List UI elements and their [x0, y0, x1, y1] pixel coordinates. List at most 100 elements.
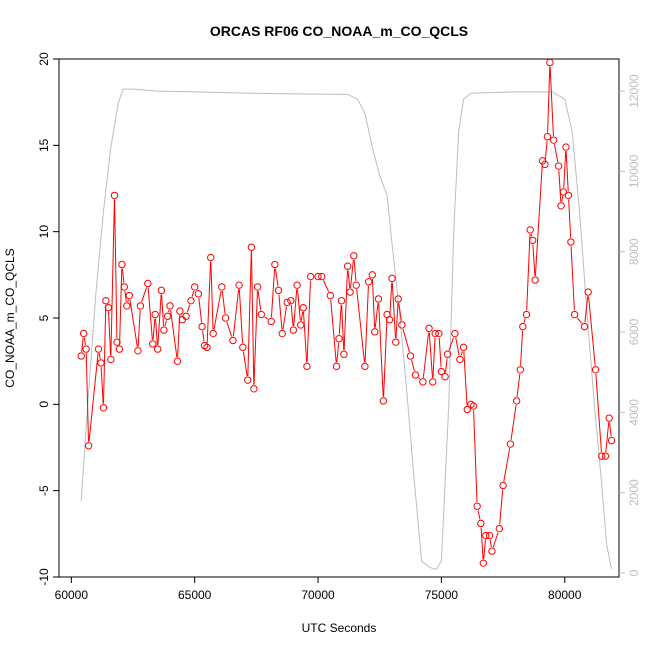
co-point-38 — [209, 329, 217, 338]
co-point-10 — [110, 191, 119, 200]
co-point-74 — [368, 271, 377, 279]
co-segment-70 — [353, 259, 357, 282]
co-point-119 — [546, 58, 554, 67]
co-segment-9 — [110, 199, 115, 356]
co-point-19 — [144, 279, 152, 288]
co-segment-6 — [103, 304, 107, 404]
co-segment-129 — [588, 296, 596, 366]
co-segment-27 — [177, 315, 181, 357]
co-point-15 — [123, 302, 131, 310]
co-point-60 — [306, 272, 315, 281]
co-segment-20 — [152, 318, 156, 340]
co-point-122 — [557, 202, 565, 210]
y2-tick-label-3: 6000 — [627, 318, 641, 345]
co-point-63 — [326, 291, 335, 300]
co-point-16 — [125, 291, 134, 300]
co-point-120 — [549, 136, 558, 144]
co-segment-54 — [290, 304, 294, 326]
co-segment-93 — [448, 337, 455, 351]
co-point-77 — [379, 397, 388, 405]
co-segment-21 — [155, 318, 158, 345]
co-segment-79 — [389, 282, 393, 316]
co-point-118 — [543, 133, 552, 141]
co-point-131 — [598, 452, 606, 460]
co-segment-40 — [226, 321, 233, 337]
co-segment-10 — [114, 199, 118, 338]
co-segment-18 — [141, 287, 147, 303]
co-point-70 — [350, 252, 358, 260]
co-segment-76 — [378, 303, 384, 397]
co-point-113 — [526, 226, 534, 234]
co-point-52 — [278, 329, 286, 338]
co-point-66 — [337, 297, 346, 305]
co-point-99 — [469, 402, 478, 410]
co-segment-26 — [170, 310, 178, 358]
co-segment-110 — [520, 330, 524, 366]
co-segment-2 — [85, 353, 89, 442]
co-segment-1 — [83, 337, 86, 346]
co-point-100 — [473, 502, 481, 510]
co-point-59 — [303, 362, 311, 371]
plot-frame — [58, 58, 620, 578]
co-point-61 — [314, 272, 322, 281]
co-point-111 — [519, 322, 527, 331]
x-tick-label-3: 75000 — [425, 588, 459, 602]
co-segment-65 — [338, 304, 342, 335]
co-point-22 — [153, 345, 162, 353]
co-segment-55 — [293, 289, 298, 326]
co-segment-88 — [432, 337, 436, 378]
co-segment-112 — [526, 234, 531, 311]
co-point-134 — [607, 436, 616, 445]
co-point-65 — [335, 335, 343, 343]
x-axis-label: UTC Seconds — [302, 621, 377, 635]
co-segment-96 — [463, 351, 468, 406]
co-point-55 — [289, 326, 298, 334]
co-segment-5 — [100, 367, 104, 404]
co-point-7 — [102, 297, 110, 305]
co-point-86 — [419, 378, 427, 386]
co-segment-95 — [460, 351, 463, 356]
co-point-58 — [299, 303, 307, 312]
co-segment-109 — [516, 373, 521, 397]
co-point-49 — [267, 317, 275, 326]
co-segment-115 — [534, 165, 543, 276]
co-segment-17 — [137, 310, 141, 347]
co-point-107 — [499, 481, 507, 490]
co-point-123 — [559, 188, 568, 196]
co-segment-36 — [206, 261, 212, 344]
co-point-53 — [283, 298, 291, 307]
co-point-2 — [82, 345, 90, 353]
y-tick-label-3: 5 — [37, 314, 51, 321]
co-point-1 — [79, 329, 88, 338]
co-segment-121 — [558, 170, 562, 202]
co-point-17 — [134, 347, 142, 355]
co-segment-69 — [350, 259, 354, 288]
co-point-109 — [512, 397, 521, 405]
co-segment-102 — [483, 539, 486, 560]
co-segment-45 — [250, 251, 255, 385]
co-point-89 — [431, 329, 439, 338]
co-point-23 — [157, 286, 166, 295]
co-point-42 — [235, 281, 243, 289]
co-point-93 — [443, 350, 452, 358]
co-point-6 — [99, 404, 108, 412]
co-segment-33 — [198, 297, 203, 323]
co-point-129 — [584, 288, 592, 296]
co-segment-85 — [418, 377, 421, 380]
co-point-84 — [406, 352, 415, 360]
co-segment-92 — [445, 358, 448, 373]
co-point-32 — [190, 283, 199, 291]
co-point-72 — [361, 362, 369, 371]
co-point-41 — [229, 336, 237, 345]
x-tick-label-4: 80000 — [548, 588, 582, 602]
co-point-115 — [531, 276, 539, 284]
co-segment-44 — [247, 251, 252, 376]
co-point-13 — [118, 260, 126, 269]
co-segment-38 — [213, 290, 222, 330]
co-point-101 — [477, 519, 485, 528]
co-segment-128 — [584, 296, 589, 323]
co-point-127 — [570, 310, 579, 319]
co-point-130 — [591, 366, 600, 374]
co-point-82 — [394, 295, 402, 303]
co-segment-81 — [395, 303, 399, 339]
